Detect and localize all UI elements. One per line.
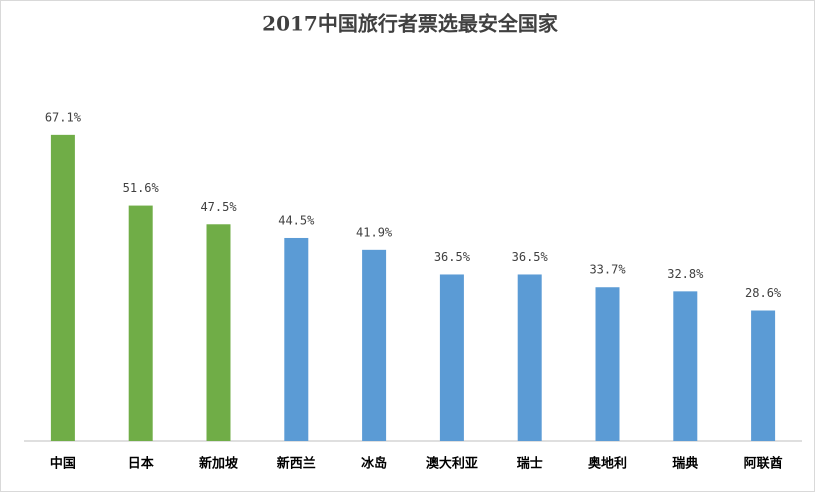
bar (517, 274, 542, 441)
x-tick-label: 冰岛 (361, 456, 387, 472)
bar (751, 310, 776, 441)
value-label: 36.5% (434, 250, 471, 264)
bar (362, 249, 387, 441)
x-tick-label: 阿联酋 (744, 456, 783, 472)
value-label: 44.5% (278, 213, 315, 227)
bar (206, 224, 231, 441)
value-label: 67.1% (45, 110, 82, 124)
bar (595, 287, 620, 441)
value-label: 51.6% (123, 181, 160, 195)
x-tick-label: 中国 (50, 456, 76, 472)
x-tick-label: 瑞典 (672, 456, 698, 472)
bar (128, 205, 153, 441)
x-tick-label: 新西兰 (277, 456, 316, 472)
bar (284, 237, 309, 441)
x-tick-label: 日本 (128, 456, 154, 472)
value-label: 33.7% (589, 263, 626, 277)
x-tick-label: 奥地利 (588, 456, 627, 472)
bar (50, 134, 75, 441)
value-label: 32.8% (667, 267, 704, 281)
bar (439, 274, 464, 441)
x-tick-label: 瑞士 (517, 456, 543, 472)
bar (673, 291, 698, 441)
value-label: 47.5% (200, 200, 237, 214)
value-label: 36.5% (512, 250, 549, 264)
value-label: 28.6% (745, 286, 782, 300)
x-tick-label: 新加坡 (199, 456, 239, 472)
chart-title: 2017中国旅行者票选最安全国家 (262, 12, 559, 36)
value-label: 41.9% (356, 225, 393, 239)
x-tick-label: 澳大利亚 (426, 456, 478, 472)
